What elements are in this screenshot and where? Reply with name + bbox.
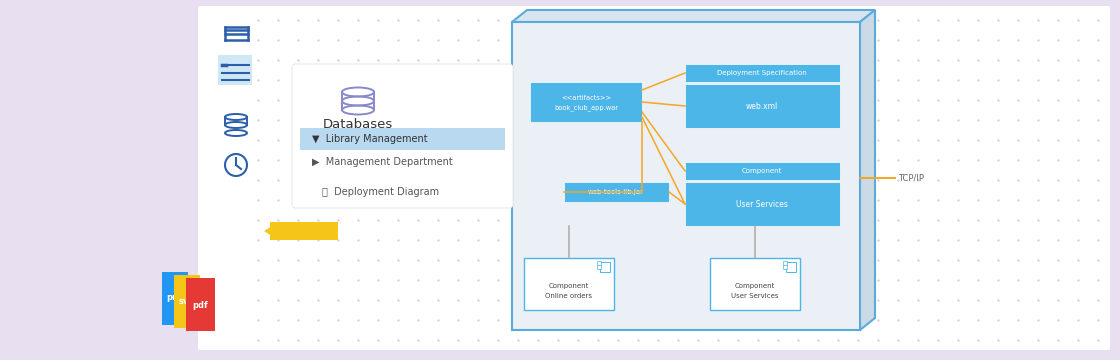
Bar: [783, 265, 787, 269]
Text: Component: Component: [741, 168, 782, 174]
Text: Component: Component: [735, 283, 775, 289]
Text: Component: Component: [549, 283, 589, 289]
Bar: [530, 82, 642, 122]
Bar: [685, 182, 840, 226]
Bar: [597, 265, 601, 269]
Text: Databases: Databases: [323, 117, 393, 131]
Text: ▼  Library Management: ▼ Library Management: [312, 134, 428, 144]
Bar: [685, 162, 840, 180]
Bar: [600, 262, 610, 272]
Bar: [476, 188, 541, 206]
Bar: [710, 258, 800, 310]
Bar: [685, 64, 840, 82]
Bar: [512, 22, 860, 330]
Polygon shape: [470, 192, 478, 202]
Text: png: png: [166, 293, 184, 302]
Text: User Services: User Services: [736, 199, 788, 208]
Bar: [685, 84, 840, 128]
Bar: [524, 258, 614, 310]
Text: ⎕  Deployment Diagram: ⎕ Deployment Diagram: [321, 187, 439, 197]
Text: <<artifacts>>: <<artifacts>>: [561, 95, 612, 101]
Text: Deployment Specification: Deployment Specification: [717, 70, 806, 76]
Polygon shape: [860, 10, 875, 330]
Bar: [783, 261, 787, 265]
FancyBboxPatch shape: [198, 6, 1110, 350]
Text: pdf: pdf: [193, 301, 208, 310]
Bar: [597, 261, 601, 265]
Bar: [200, 8, 250, 348]
Text: Online orders: Online orders: [545, 293, 592, 299]
Text: web-tools-lib.jar: web-tools-lib.jar: [588, 189, 644, 195]
Text: book_club_app.war: book_club_app.war: [554, 105, 618, 111]
Polygon shape: [162, 272, 188, 325]
Bar: [786, 262, 796, 272]
Polygon shape: [264, 226, 272, 236]
Polygon shape: [174, 275, 200, 328]
Text: svg: svg: [179, 297, 195, 306]
Bar: [564, 182, 669, 202]
Bar: [270, 222, 338, 240]
Bar: [300, 128, 505, 150]
FancyBboxPatch shape: [292, 64, 513, 208]
Polygon shape: [512, 10, 875, 22]
Text: TCP/IP: TCP/IP: [898, 174, 924, 183]
Text: User Services: User Services: [731, 293, 778, 299]
Polygon shape: [186, 278, 215, 331]
Text: ▶  Management Department: ▶ Management Department: [312, 157, 452, 167]
Text: web.xml: web.xml: [746, 102, 778, 111]
Bar: [218, 55, 252, 85]
